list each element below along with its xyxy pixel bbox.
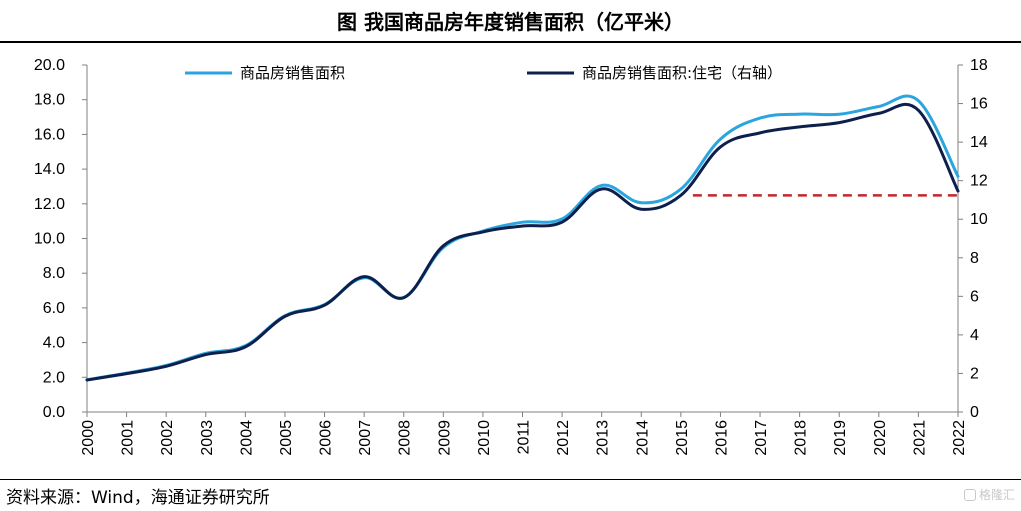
x-tick-label: 2000 xyxy=(80,420,97,456)
x-tick-label: 2009 xyxy=(436,420,453,456)
y-left-tick-label: 18.0 xyxy=(34,92,65,109)
y-right-tick-label: 10 xyxy=(970,211,988,228)
x-tick-label: 2018 xyxy=(793,420,810,456)
y-right-tick-label: 14 xyxy=(970,134,988,151)
source-note: 资料来源：Wind，海通证券研究所 xyxy=(6,488,270,508)
y-right-tick-label: 6 xyxy=(970,288,979,305)
y-left-tick-label: 10.0 xyxy=(34,231,65,248)
x-tick-label: 2005 xyxy=(278,420,295,456)
y-left-tick-label: 4.0 xyxy=(43,335,65,352)
x-tick-label: 2019 xyxy=(832,420,849,456)
series-line-total xyxy=(85,94,960,382)
x-tick-label: 2002 xyxy=(159,420,176,456)
chart-title: 图 我国商品房年度销售面积（亿平米） xyxy=(337,10,684,34)
x-tick-label: 2017 xyxy=(753,420,770,456)
x-tick-label: 2006 xyxy=(318,420,335,456)
y-right-tick-label: 18 xyxy=(970,57,988,74)
y-left-tick-label: 0.0 xyxy=(43,404,65,421)
y-left-tick-label: 6.0 xyxy=(43,300,65,317)
watermark-logo-icon xyxy=(963,488,976,501)
y-right-tick-label: 12 xyxy=(970,173,988,190)
x-tick-label: 2012 xyxy=(555,420,572,456)
watermark: 格隆汇 xyxy=(963,486,1015,503)
x-tick-label: 2013 xyxy=(595,420,612,456)
title-divider xyxy=(0,41,1021,43)
x-tick-label: 2001 xyxy=(120,420,137,456)
y-left-tick-label: 20.0 xyxy=(34,57,65,74)
x-tick-label: 2022 xyxy=(951,420,968,456)
y-left-tick-label: 12.0 xyxy=(34,196,65,213)
footer-divider xyxy=(0,479,1021,480)
y-right-tick-label: 0 xyxy=(970,404,979,421)
x-tick-label: 2011 xyxy=(516,420,533,455)
x-tick-label: 2015 xyxy=(674,420,691,456)
x-tick-label: 2004 xyxy=(238,420,255,456)
x-tick-label: 2003 xyxy=(199,420,216,456)
y-left-tick-label: 2.0 xyxy=(43,369,65,386)
y-left-tick-label: 8.0 xyxy=(43,265,65,282)
x-tick-label: 2020 xyxy=(872,420,889,456)
y-right-tick-label: 16 xyxy=(970,96,988,113)
y-right-tick-label: 2 xyxy=(970,365,979,382)
line-chart: 0.0 2.0 4.0 6.0 8.0 10.0 12.0 14.0 16.0 18.0 20.0 0… xyxy=(34,57,988,456)
y-right-tick-label: 4 xyxy=(970,327,979,344)
series-line-residential xyxy=(85,103,960,382)
x-tick-label: 2007 xyxy=(357,420,374,456)
y-right-tick-label: 8 xyxy=(970,250,979,267)
legend-label-residential: 商品房销售面积:住宅（右轴） xyxy=(582,64,782,82)
y-left-tick-label: 14.0 xyxy=(34,161,65,178)
y-left-tick-label: 16.0 xyxy=(34,126,65,143)
x-tick-label: 2008 xyxy=(397,420,414,456)
x-tick-label: 2016 xyxy=(713,420,730,456)
x-tick-label: 2021 xyxy=(911,420,928,456)
x-tick-label: 2010 xyxy=(476,420,493,456)
watermark-text: 格隆汇 xyxy=(978,488,1015,502)
x-tick-label: 2014 xyxy=(634,420,651,456)
legend-label-total: 商品房销售面积 xyxy=(240,64,345,82)
